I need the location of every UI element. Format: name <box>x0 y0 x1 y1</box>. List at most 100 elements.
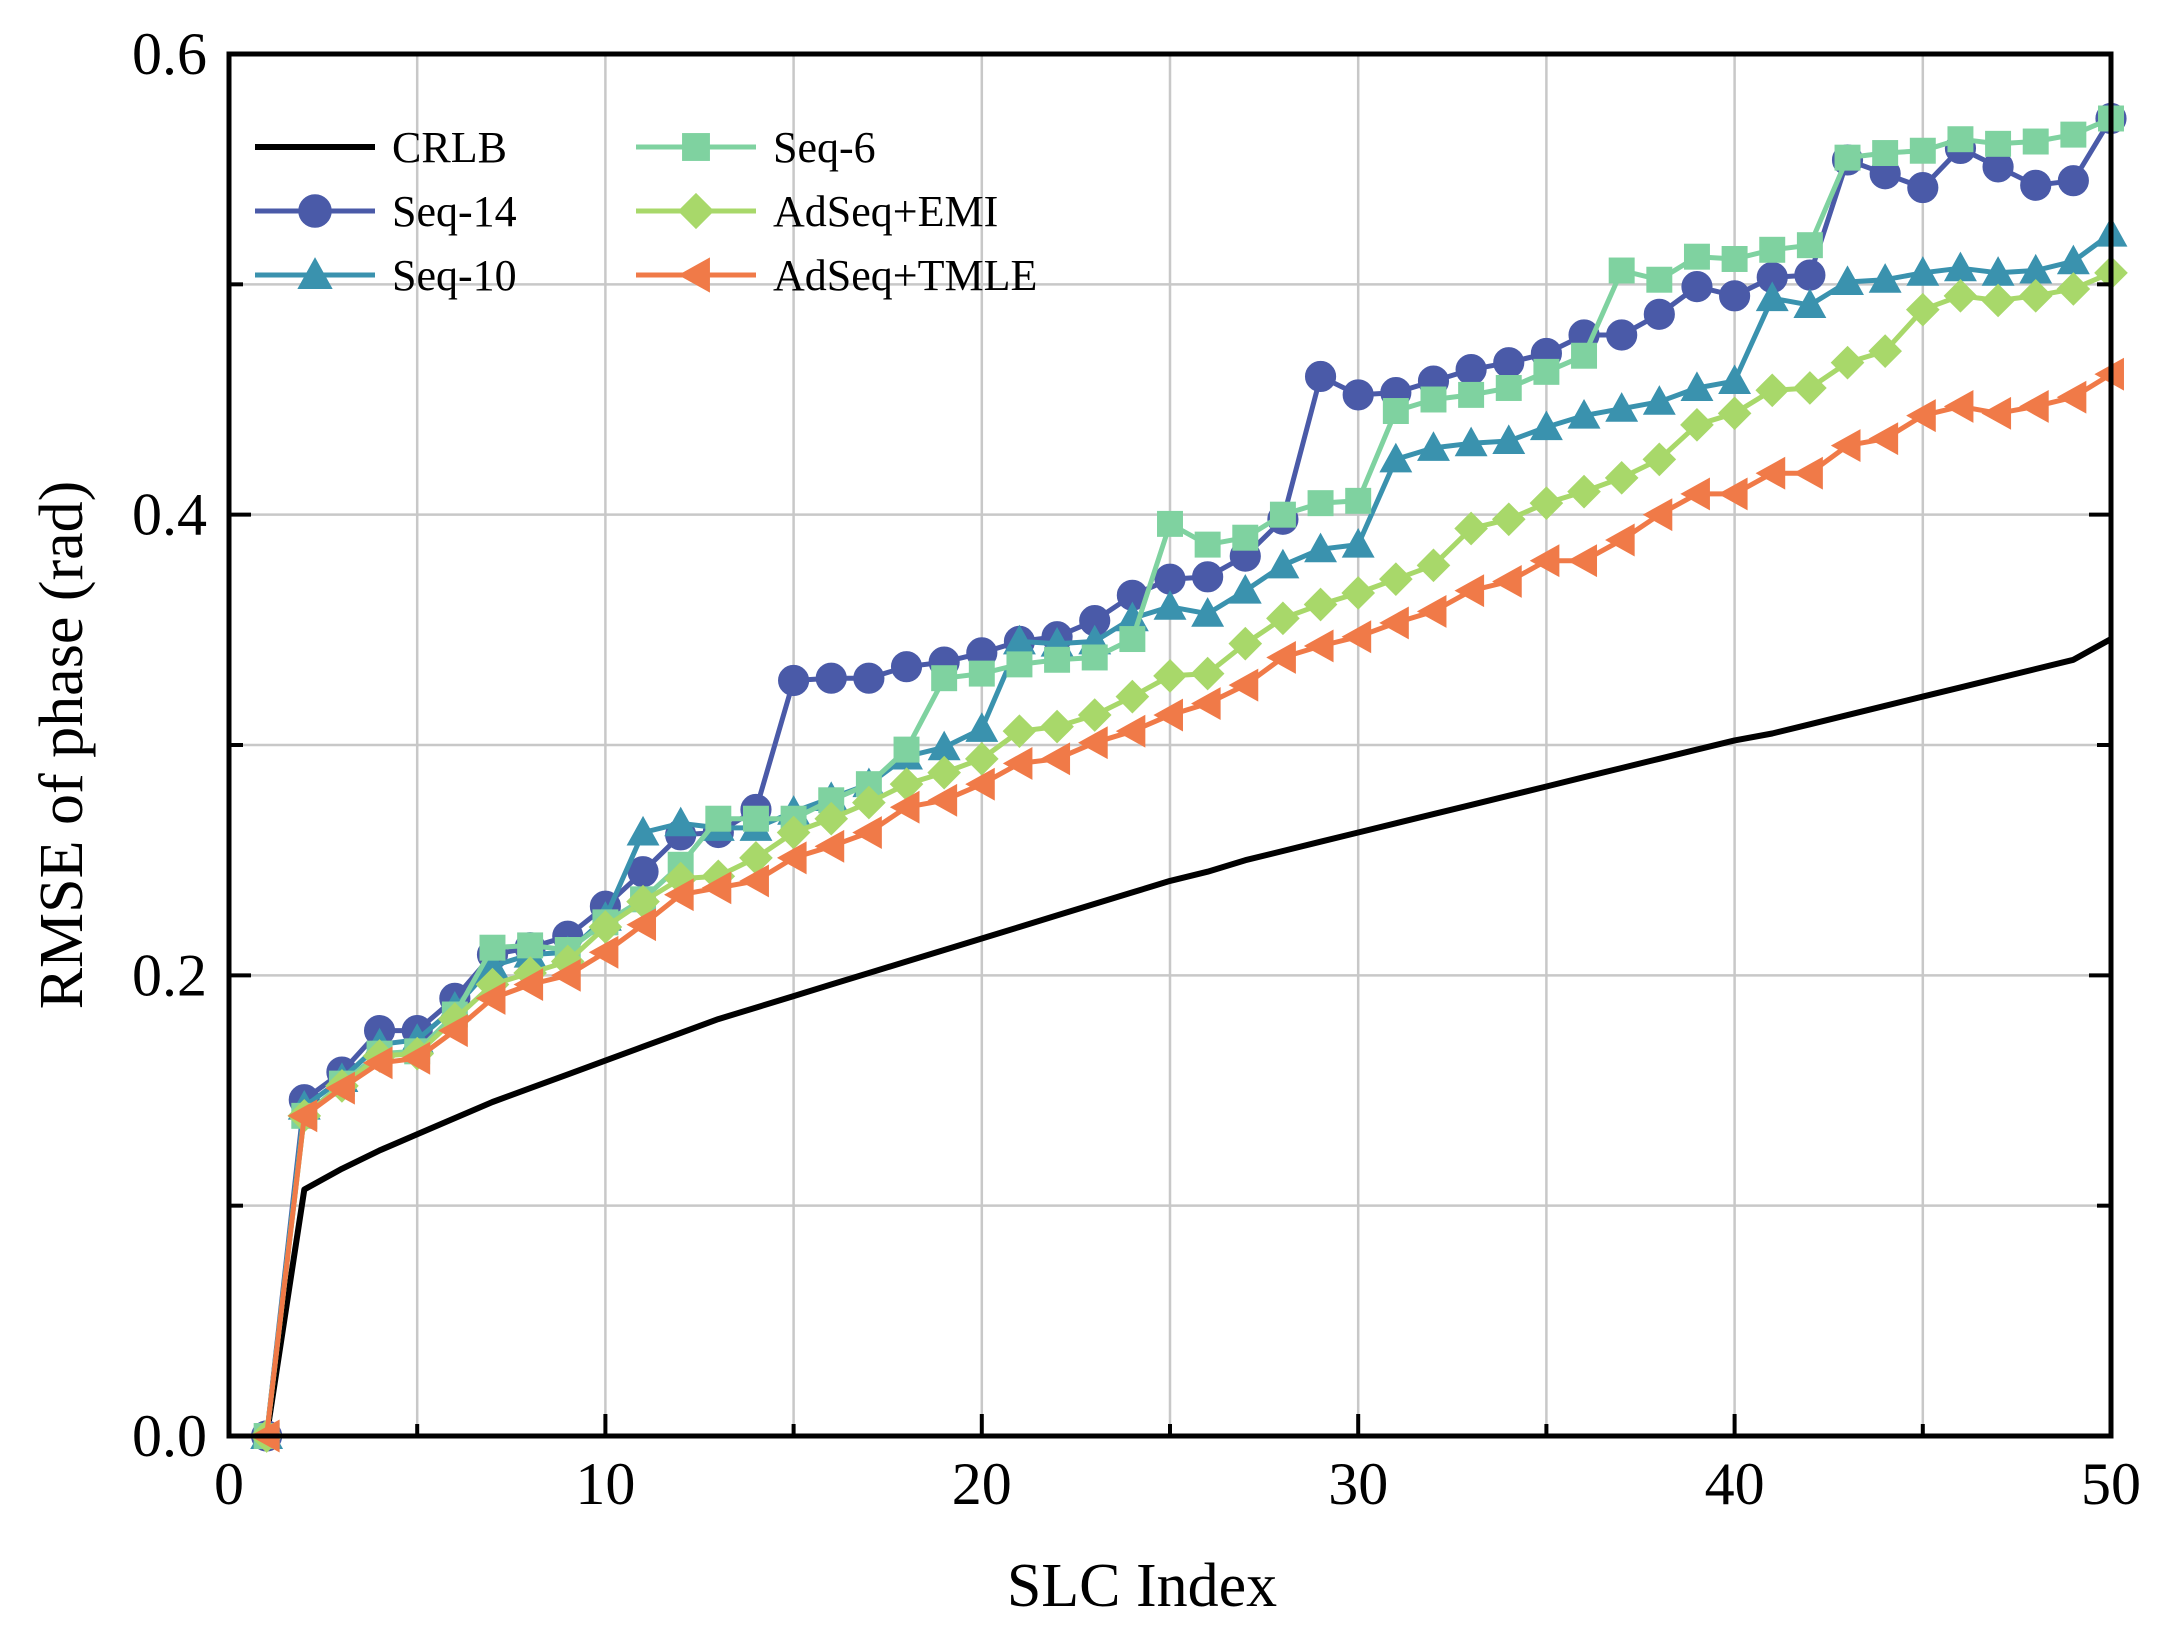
data-point-circle <box>778 664 810 697</box>
data-point-triangle-left <box>325 1071 355 1105</box>
data-point-triangle <box>1831 265 1864 296</box>
data-point-circle <box>1794 259 1826 291</box>
x-tick-label: 40 <box>1705 1451 1765 1517</box>
data-point-triangle-left <box>1793 456 1823 490</box>
data-point-diamond <box>1567 474 1601 509</box>
data-point-square <box>1947 126 1974 153</box>
data-point-triangle <box>1755 281 1789 312</box>
y-axis-title: RMSE of phase (rad) <box>28 481 96 1010</box>
data-point-triangle-left <box>1341 620 1372 654</box>
data-point-triangle-left <box>1266 641 1296 674</box>
y-tick-label: 0.0 <box>132 1403 207 1469</box>
data-point-triangle-left <box>1981 396 2012 430</box>
data-point-square <box>1232 524 1259 551</box>
data-point-triangle-left <box>852 816 882 849</box>
data-point-circle <box>1455 353 1487 386</box>
legend-label: AdSeq+TMLE <box>773 251 1037 300</box>
data-point-diamond <box>1642 442 1677 477</box>
data-point-triangle <box>1529 410 1563 441</box>
data-point-triangle <box>297 257 333 289</box>
data-point-circle <box>1493 347 1525 379</box>
data-point-triangle <box>626 815 660 846</box>
data-point-square <box>479 934 506 961</box>
data-point-triangle-left <box>1040 742 1071 776</box>
data-point-triangle <box>1304 532 1338 563</box>
data-point-diamond <box>1981 283 2015 318</box>
data-point-circle <box>1907 172 1939 204</box>
data-point-square <box>742 805 769 832</box>
axis-ticks <box>227 52 2113 1438</box>
data-point-circle <box>2020 169 2052 201</box>
y-tick-label: 0.2 <box>132 942 207 1008</box>
data-point-circle <box>298 194 332 228</box>
data-point-diamond <box>1115 679 1150 714</box>
data-point-square <box>1382 398 1409 424</box>
data-point-triangle-left <box>678 257 710 293</box>
data-point-triangle <box>1341 527 1375 558</box>
data-point-circle <box>853 662 885 694</box>
data-point-circle <box>1342 379 1374 411</box>
data-point-triangle-left <box>1228 668 1259 702</box>
data-point-triangle-left <box>1906 399 1936 433</box>
data-point-triangle-left <box>1416 594 1447 628</box>
data-point-diamond <box>1793 371 1827 405</box>
data-point-square <box>1909 137 1936 164</box>
data-point-square <box>893 736 920 763</box>
legend-item: Seq-6 <box>636 123 876 172</box>
data-point-square <box>1571 342 1598 369</box>
data-point-diamond <box>927 755 961 790</box>
data-point-triangle-left <box>1642 498 1673 532</box>
legend-label: CRLB <box>392 123 507 172</box>
legend-item: Seq-10 <box>255 251 517 300</box>
data-point-circle <box>890 651 923 683</box>
data-point-square <box>1834 144 1861 171</box>
data-point-square <box>1194 531 1221 558</box>
data-point-square <box>1533 358 1560 385</box>
series-line <box>263 636 2113 1437</box>
x-tick-label: 0 <box>214 1451 244 1517</box>
data-point-triangle-left <box>1153 698 1183 732</box>
data-point-triangle-left <box>1115 714 1146 748</box>
data-point-diamond <box>1190 656 1225 691</box>
data-point-diamond <box>1228 626 1263 661</box>
data-point-triangle-left <box>739 864 769 898</box>
data-point-square <box>931 665 958 692</box>
data-point-diamond <box>1604 460 1639 495</box>
data-point-triangle <box>1379 442 1413 473</box>
data-point-triangle-left <box>551 958 581 992</box>
data-point-circle <box>2057 165 2089 197</box>
data-point-diamond <box>1002 714 1037 749</box>
data-point-square <box>1759 236 1786 263</box>
data-point-triangle <box>1906 256 1940 286</box>
data-point-diamond <box>1491 502 1526 537</box>
data-point-circle <box>1192 561 1224 593</box>
data-point-diamond <box>1303 587 1338 622</box>
data-point-triangle-left <box>664 878 694 912</box>
data-point-triangle-left <box>1078 726 1108 760</box>
data-point-diamond <box>1040 709 1074 744</box>
legend-item: AdSeq+TMLE <box>636 251 1037 300</box>
data-point-triangle-left <box>701 871 732 905</box>
x-tick-label: 10 <box>575 1451 635 1517</box>
series-layer <box>249 102 2128 1453</box>
data-point-triangle <box>1191 597 1225 627</box>
data-point-circle <box>815 662 847 694</box>
data-point-triangle-left <box>1605 523 1635 557</box>
data-point-square <box>1345 487 1372 514</box>
data-point-triangle <box>1454 426 1488 457</box>
data-point-circle <box>1304 360 1337 393</box>
data-point-diamond <box>1717 396 1752 431</box>
data-point-triangle <box>1868 263 1902 293</box>
data-point-square <box>1646 266 1673 293</box>
data-point-square <box>1872 140 1899 167</box>
data-point-square <box>1721 246 1748 272</box>
data-point-triangle <box>1492 424 1526 454</box>
data-point-triangle <box>965 712 999 742</box>
data-point-square <box>1495 375 1522 401</box>
data-point-triangle-left <box>588 935 619 969</box>
data-point-triangle <box>1793 288 1827 319</box>
data-point-triangle <box>1228 574 1262 604</box>
data-point-square <box>682 133 710 161</box>
data-point-triangle-left <box>438 1014 468 1048</box>
